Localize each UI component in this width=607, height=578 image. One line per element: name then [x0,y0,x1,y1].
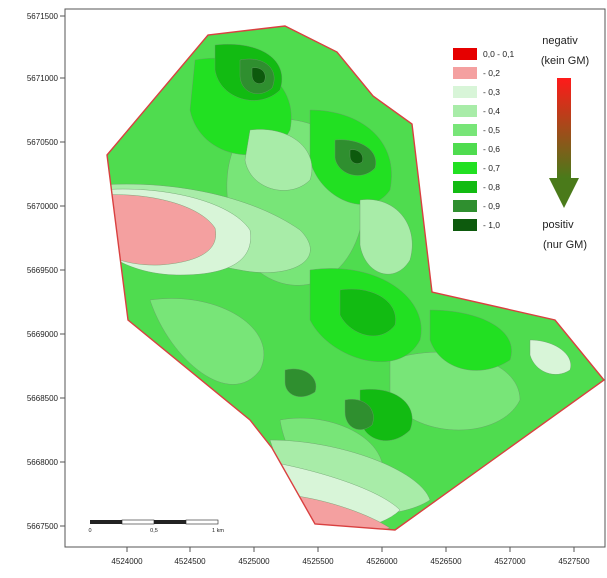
y-tick: 5668000 [27,458,65,467]
contour-zone [149,298,265,385]
gradient-arrow-shaft [557,78,571,178]
legend-negative-subtitle: (kein GM) [541,55,589,67]
y-tick: 5669500 [27,266,65,275]
legend-swatch [453,105,477,117]
legend-positive-title: positiv [542,219,574,231]
gradient-arrow-head [549,178,579,208]
legend-negative-title: negativ [542,35,578,47]
legend: negativ (kein GM) positiv (nur GM) 0,0 -… [453,35,589,251]
x-tick: 4525500 [302,547,334,566]
y-tick-label: 5667500 [27,522,59,531]
legend-label: 0,0 - 0,1 [483,49,514,59]
y-tick-label: 5670000 [27,202,59,211]
scale-bar: 0 0,5 1 km [88,519,224,534]
x-axis: 4524000 4524500 4525000 4525500 4526000 … [111,547,590,566]
x-tick: 4527500 [558,547,590,566]
scale-label: 0,5 [150,528,158,534]
legend-label: - 1,0 [483,220,500,230]
x-tick: 4524000 [111,547,143,566]
legend-label: - 0,8 [483,182,500,192]
y-tick: 5671000 [27,74,65,83]
legend-swatch [453,48,477,60]
legend-swatch [453,219,477,231]
scale-bar-segment [185,519,219,525]
scale-bar-segment [154,520,186,524]
map-frame [64,8,606,548]
legend-swatch [453,124,477,136]
contour-zone [244,129,312,191]
legend-swatch [453,181,477,193]
x-tick-label: 4524000 [111,557,143,566]
scale-bar-segment [90,520,122,524]
y-axis: 5671500 5671000 5670500 5670000 5669500 … [27,12,65,531]
legend-swatch [453,86,477,98]
contour-zone [339,288,396,336]
legend-label: - 0,4 [483,106,500,116]
contour-zone [429,309,512,371]
y-tick: 5671500 [27,12,65,21]
contour-zone [349,149,363,164]
legend-label: - 0,9 [483,201,500,211]
scale-label: 1 km [212,528,224,534]
legend-label: - 0,2 [483,68,500,78]
y-tick: 5670000 [27,202,65,211]
y-tick: 5668500 [27,394,65,403]
x-tick-label: 4524500 [174,557,206,566]
x-tick: 4524500 [174,547,206,566]
y-tick-label: 5670500 [27,138,59,147]
contour-map [107,26,604,530]
y-tick-label: 5671500 [27,12,59,21]
y-tick: 5669000 [27,330,65,339]
contour-zone [359,199,413,275]
x-tick: 4525000 [238,547,270,566]
y-tick-label: 5669000 [27,330,59,339]
legend-swatch [453,162,477,174]
legend-label: - 0,7 [483,163,500,173]
y-tick-label: 5671000 [27,74,59,83]
legend-swatch [453,200,477,212]
x-tick-label: 4526500 [430,557,462,566]
contour-zone [529,339,571,375]
legend-swatch [453,143,477,155]
x-tick-label: 4525500 [302,557,334,566]
y-tick-label: 5668500 [27,394,59,403]
scale-bar-segment [121,519,155,525]
x-tick: 4527000 [494,547,526,566]
legend-positive-subtitle: (nur GM) [543,239,587,251]
y-tick-label: 5668000 [27,458,59,467]
y-tick: 5670500 [27,138,65,147]
contour-zone [251,67,266,84]
x-tick: 4526000 [366,547,398,566]
y-tick-label: 5669500 [27,266,59,275]
x-tick-label: 4527500 [558,557,590,566]
legend-label: - 0,6 [483,144,500,154]
legend-label: - 0,3 [483,87,500,97]
legend-label: - 0,5 [483,125,500,135]
x-tick-label: 4527000 [494,557,526,566]
x-tick: 4526500 [430,547,462,566]
contour-zone [344,399,374,430]
x-tick-label: 4526000 [366,557,398,566]
y-tick: 5667500 [27,522,65,531]
scale-label: 0 [88,528,91,534]
study-area-boundary [106,25,606,531]
legend-swatches: 0,0 - 0,1 - 0,2 - 0,3 - 0,4 - 0,5 - 0,6 - 0,7 -… [453,48,514,231]
legend-swatch [453,67,477,79]
contour-zone [284,368,317,397]
x-tick-label: 4525000 [238,557,270,566]
